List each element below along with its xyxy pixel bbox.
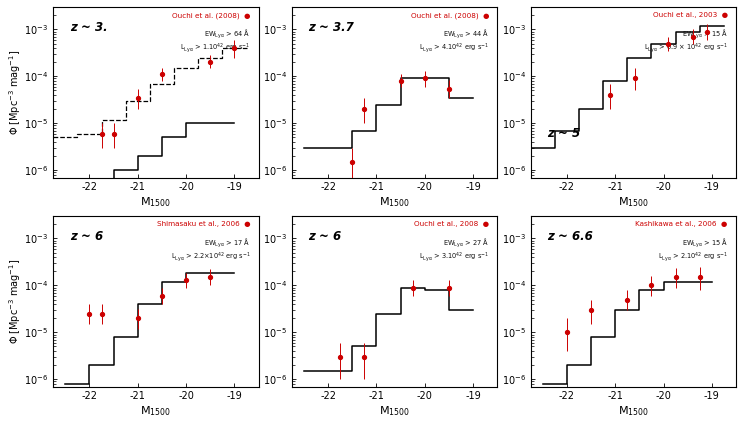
Text: z ~ 5: z ~ 5 xyxy=(547,127,580,140)
Y-axis label: $\Phi$ [Mpc$^{-3}$ mag$^{-1}$]: $\Phi$ [Mpc$^{-3}$ mag$^{-1}$] xyxy=(7,50,23,135)
Y-axis label: $\Phi$ [Mpc$^{-3}$ mag$^{-1}$]: $\Phi$ [Mpc$^{-3}$ mag$^{-1}$] xyxy=(7,259,23,344)
Text: EW$_{\rm Ly\alpha}$ > 44 Å: EW$_{\rm Ly\alpha}$ > 44 Å xyxy=(443,28,489,41)
Text: EW$_{\rm Ly\alpha}$ > 27 Å: EW$_{\rm Ly\alpha}$ > 27 Å xyxy=(443,236,489,250)
Text: L$_{\rm Ly\alpha}$ > 1.10$^{42}$ erg s$^{-1}$: L$_{\rm Ly\alpha}$ > 1.10$^{42}$ erg s$^… xyxy=(181,41,250,55)
X-axis label: M$_{1500}$: M$_{1500}$ xyxy=(618,404,649,418)
Text: z ~ 6.6: z ~ 6.6 xyxy=(547,230,593,243)
Text: L$_{\rm Ly\alpha}$ > 0.9 × 10$^{42}$ erg s$^{-1}$: L$_{\rm Ly\alpha}$ > 0.9 × 10$^{42}$ erg… xyxy=(643,41,728,55)
Text: Ouchi et al., 2003  ●: Ouchi et al., 2003 ● xyxy=(652,12,728,18)
Text: EW$_{\rm Ly\alpha}$ > 17 Å: EW$_{\rm Ly\alpha}$ > 17 Å xyxy=(204,236,250,250)
Text: z ~ 3.: z ~ 3. xyxy=(70,20,107,34)
Text: L$_{\rm Ly\alpha}$ > 2.2×10$^{42}$ erg s$^{-1}$: L$_{\rm Ly\alpha}$ > 2.2×10$^{42}$ erg s… xyxy=(171,250,250,264)
Text: EW$_{\rm Ly\alpha}$ > 15 Å: EW$_{\rm Ly\alpha}$ > 15 Å xyxy=(681,28,728,41)
Text: EW$_{\rm Ly\alpha}$ > 64 Å: EW$_{\rm Ly\alpha}$ > 64 Å xyxy=(204,28,250,41)
Text: Ouchi et al. (2008)  ●: Ouchi et al. (2008) ● xyxy=(411,12,489,19)
Text: Shimasaku et al., 2006  ●: Shimasaku et al., 2006 ● xyxy=(157,221,250,227)
Text: EW$_{\rm Ly\alpha}$ > 15 Å: EW$_{\rm Ly\alpha}$ > 15 Å xyxy=(681,236,728,250)
Text: L$_{\rm Ly\alpha}$ > 3.10$^{42}$ erg s$^{-1}$: L$_{\rm Ly\alpha}$ > 3.10$^{42}$ erg s$^… xyxy=(419,250,489,264)
Text: z ~ 6: z ~ 6 xyxy=(70,230,103,243)
X-axis label: M$_{1500}$: M$_{1500}$ xyxy=(618,195,649,209)
Text: Ouchi et al. (2008)  ●: Ouchi et al. (2008) ● xyxy=(172,12,250,19)
Text: z ~ 3.7: z ~ 3.7 xyxy=(308,20,354,34)
X-axis label: M$_{1500}$: M$_{1500}$ xyxy=(379,195,410,209)
Text: Kashikawa et al., 2006  ●: Kashikawa et al., 2006 ● xyxy=(635,221,728,227)
Text: L$_{\rm Ly\alpha}$ > 2.10$^{42}$ erg s$^{-1}$: L$_{\rm Ly\alpha}$ > 2.10$^{42}$ erg s$^… xyxy=(658,250,728,264)
X-axis label: M$_{1500}$: M$_{1500}$ xyxy=(140,195,172,209)
Text: Ouchi et al., 2008  ●: Ouchi et al., 2008 ● xyxy=(414,221,489,227)
X-axis label: M$_{1500}$: M$_{1500}$ xyxy=(140,404,172,418)
Text: z ~ 6: z ~ 6 xyxy=(308,230,342,243)
Text: L$_{\rm Ly\alpha}$ > 4.10$^{42}$ erg s$^{-1}$: L$_{\rm Ly\alpha}$ > 4.10$^{42}$ erg s$^… xyxy=(419,41,489,55)
X-axis label: M$_{1500}$: M$_{1500}$ xyxy=(379,404,410,418)
